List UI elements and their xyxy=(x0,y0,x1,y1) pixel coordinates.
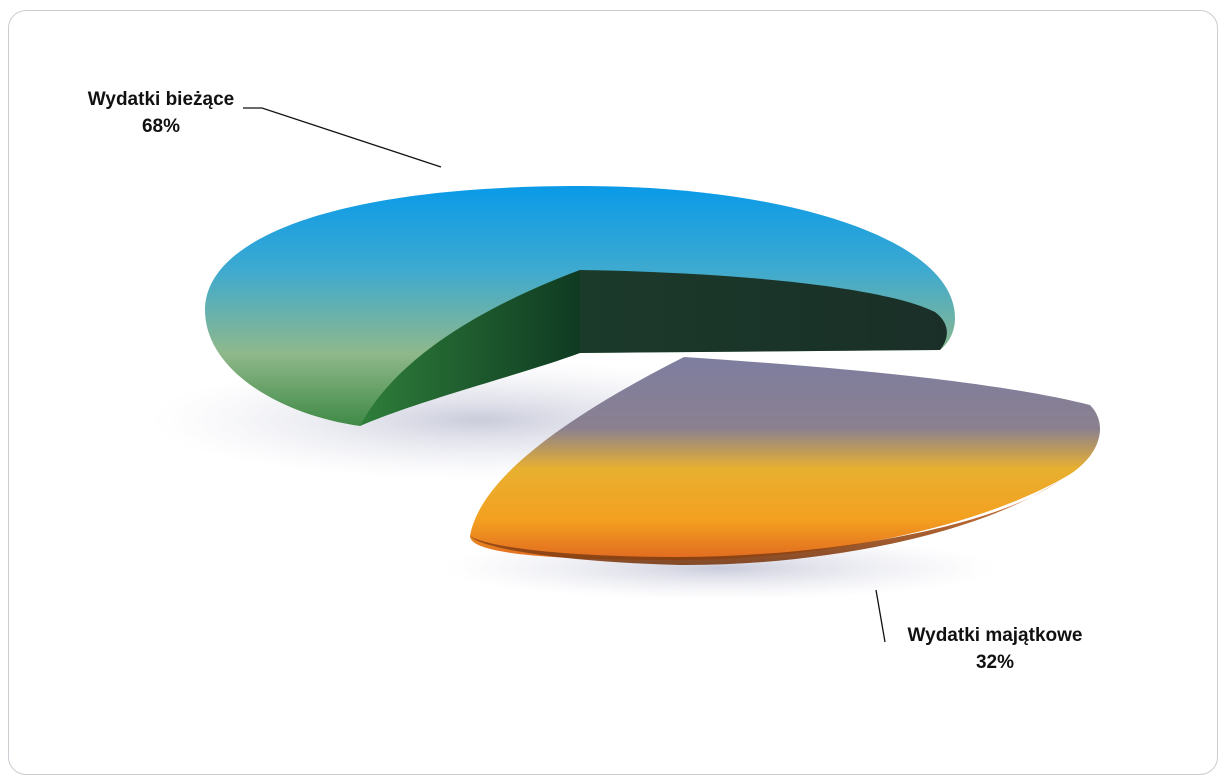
slice-name-biezace: Wydatki bieżące xyxy=(87,89,235,110)
slice-wydatki-majatkowe xyxy=(470,357,1100,566)
leader-line-biezace xyxy=(243,107,442,168)
slice-label-majatkowe: Wydatki majątkowe 32% xyxy=(880,622,1110,676)
slice-wydatki-biezace xyxy=(205,186,955,426)
slice-percent-biezace: 68% xyxy=(141,116,181,137)
slice-label-biezace: Wydatki bieżące 68% xyxy=(66,86,256,140)
slice-name-majatkowe: Wydatki majątkowe xyxy=(907,625,1083,646)
slice-percent-majatkowe: 32% xyxy=(975,652,1015,673)
leader-line-majatkowe xyxy=(875,589,886,643)
